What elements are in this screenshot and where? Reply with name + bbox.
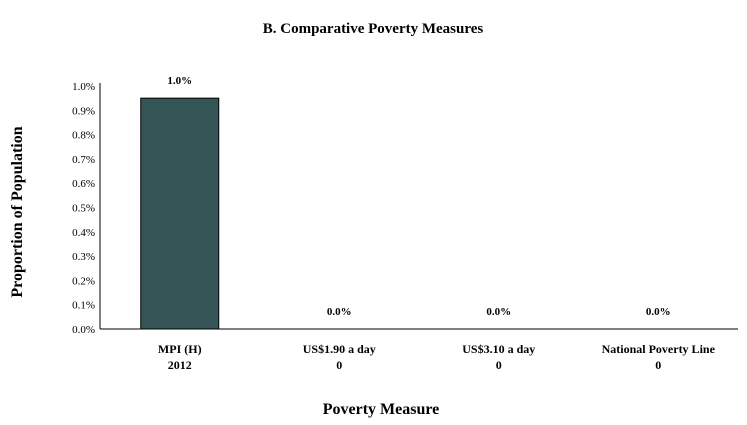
chart-title: B. Comparative Poverty Measures xyxy=(263,21,484,37)
x-tick-sublabel: 0 xyxy=(336,358,342,372)
plot-area: 0.0% 0.1% 0.2% 0.3% 0.4% 0.5% 0.6% 0.7% 0.8% 0.9%… xyxy=(72,75,738,372)
x-axis-label: Poverty Measure xyxy=(323,401,440,418)
y-tick-label: 0.6% xyxy=(72,178,95,190)
bar xyxy=(140,97,220,330)
x-tick-sublabel: 0 xyxy=(655,358,661,372)
y-tick-label: 0.5% xyxy=(72,203,95,215)
x-tick-sublabel: 2012 xyxy=(168,358,192,372)
data-label: 0.0% xyxy=(327,306,352,318)
data-label: 1.0% xyxy=(167,75,192,87)
y-tick-label: 0.7% xyxy=(72,154,95,166)
x-tick-label: US$1.90 a day xyxy=(303,342,376,356)
y-tick-label: 0.2% xyxy=(72,275,95,287)
y-tick-label: 0.4% xyxy=(72,227,95,239)
data-label: 0.0% xyxy=(646,306,671,318)
y-tick-label: 0.1% xyxy=(72,300,95,312)
y-tick-label: 0.8% xyxy=(72,130,95,142)
data-label: 0.0% xyxy=(486,306,511,318)
y-tick-label: 0.0% xyxy=(72,324,95,336)
x-tick-label: US$3.10 a day xyxy=(462,342,535,356)
x-tick-sublabel: 0 xyxy=(496,358,502,372)
x-tick-label: National Poverty Line xyxy=(602,342,716,356)
x-tick-label: MPI (H) xyxy=(158,342,202,356)
y-tick-label: 0.3% xyxy=(72,251,95,263)
y-axis-label: Proportion of Population xyxy=(9,126,26,297)
y-tick-label: 1.0% xyxy=(72,81,95,93)
y-tick-label: 0.9% xyxy=(72,105,95,117)
